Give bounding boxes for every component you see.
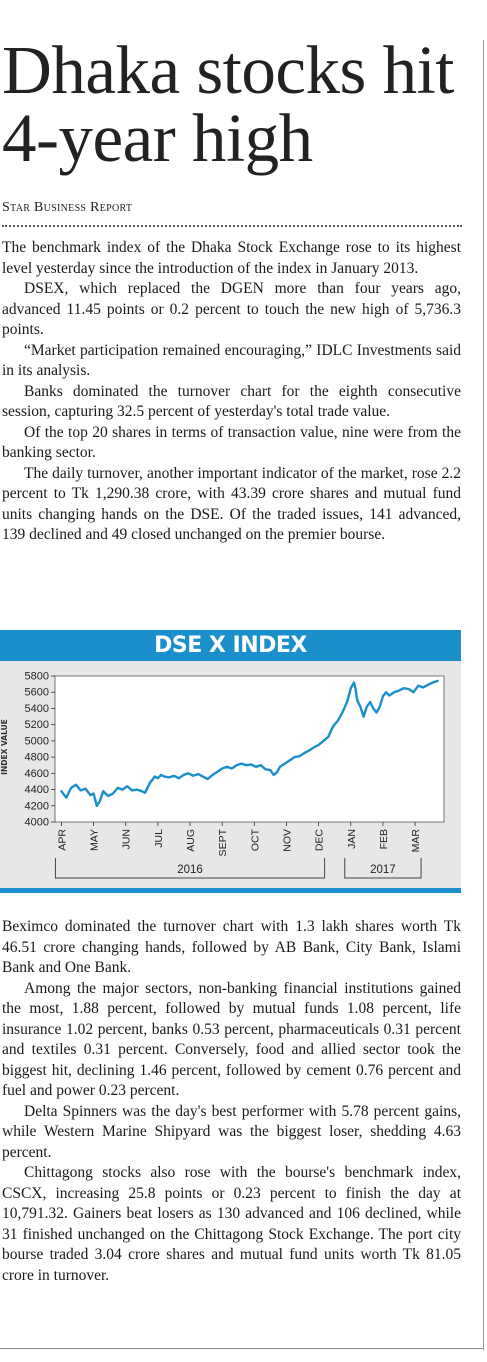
byline: Star Business Report bbox=[2, 200, 133, 215]
year-bracket bbox=[54, 858, 326, 879]
x-tick-label: AUG bbox=[185, 829, 197, 852]
year-bracket bbox=[344, 858, 422, 879]
y-tick-label: 5400 bbox=[25, 703, 49, 715]
column-divider bbox=[483, 40, 484, 1350]
x-tick-label: MAY bbox=[89, 829, 101, 851]
year-label: 2017 bbox=[370, 864, 396, 876]
x-tick-label: NOV bbox=[281, 829, 293, 852]
plot-area bbox=[54, 675, 445, 823]
bottom-rule bbox=[0, 1348, 483, 1349]
x-tick-label: OCT bbox=[249, 828, 261, 851]
x-tick-label: SEPT bbox=[217, 828, 229, 856]
x-tick-label: MAR bbox=[410, 829, 422, 853]
x-tick-label: FEB bbox=[378, 829, 390, 849]
x-tick-label: JUL bbox=[153, 829, 165, 848]
year-label: 2016 bbox=[177, 864, 203, 876]
y-tick-label: 4800 bbox=[25, 752, 49, 764]
y-tick-label: 5000 bbox=[25, 735, 49, 747]
article-paragraph: Beximco dominated the turnover chart wit… bbox=[2, 918, 461, 976]
y-tick-label: 4600 bbox=[25, 768, 49, 780]
headline: Dhaka stocks hit 4-year high bbox=[2, 32, 454, 176]
y-axis-label: INDEX VALUE bbox=[0, 719, 9, 775]
article-paragraph: Delta Spinners was the day's best perfor… bbox=[2, 1102, 461, 1161]
dotted-separator bbox=[2, 225, 462, 227]
chart-plot: 4000 4200 4400 4600 4800 5000 5200 5400 5600 5800… bbox=[25, 671, 445, 879]
y-tick-label: 5600 bbox=[25, 687, 49, 699]
chart-header: DSE X INDEX bbox=[0, 630, 461, 661]
x-tick-label: JAN bbox=[346, 829, 358, 849]
chart-footer-bar bbox=[0, 888, 461, 893]
chart-title: DSE X INDEX bbox=[154, 633, 307, 658]
article-paragraph: Banks dominated the turnover chart for t… bbox=[2, 382, 461, 421]
y-tick-label: 5200 bbox=[25, 719, 49, 731]
article-paragraph: The benchmark index of the Dhaka Stock E… bbox=[2, 239, 461, 277]
article-body-bottom: Beximco dominated the turnover chart wit… bbox=[2, 917, 461, 1286]
y-tick-label: 4200 bbox=[25, 800, 49, 812]
article-body-top: The benchmark index of the Dhaka Stock E… bbox=[2, 238, 461, 546]
article-paragraph: Among the major sectors, non-banking fin… bbox=[2, 979, 461, 1100]
x-tick-label: JUN bbox=[121, 829, 133, 849]
y-tick-label: 4400 bbox=[25, 784, 49, 796]
y-tick-label: 5800 bbox=[25, 671, 49, 683]
y-tick-label: 4000 bbox=[25, 817, 49, 829]
x-tick-label: DEC bbox=[314, 829, 326, 852]
series-line bbox=[60, 679, 439, 808]
article-paragraph: Chittagong stocks also rose with the bou… bbox=[2, 1164, 461, 1284]
article-paragraph: “Market participation remained encouragi… bbox=[2, 341, 461, 380]
dsex-index-chart: DSE X INDEX 4000 4200 4400 4600 4800 5000 5200… bbox=[0, 630, 461, 893]
article-paragraph: The daily turnover, another important in… bbox=[2, 464, 461, 544]
article-paragraph: DSEX, which replaced the DGEN more than … bbox=[2, 280, 461, 338]
article-paragraph: Of the top 20 shares in terms of transac… bbox=[2, 423, 461, 462]
x-tick-label: APR bbox=[56, 829, 68, 851]
